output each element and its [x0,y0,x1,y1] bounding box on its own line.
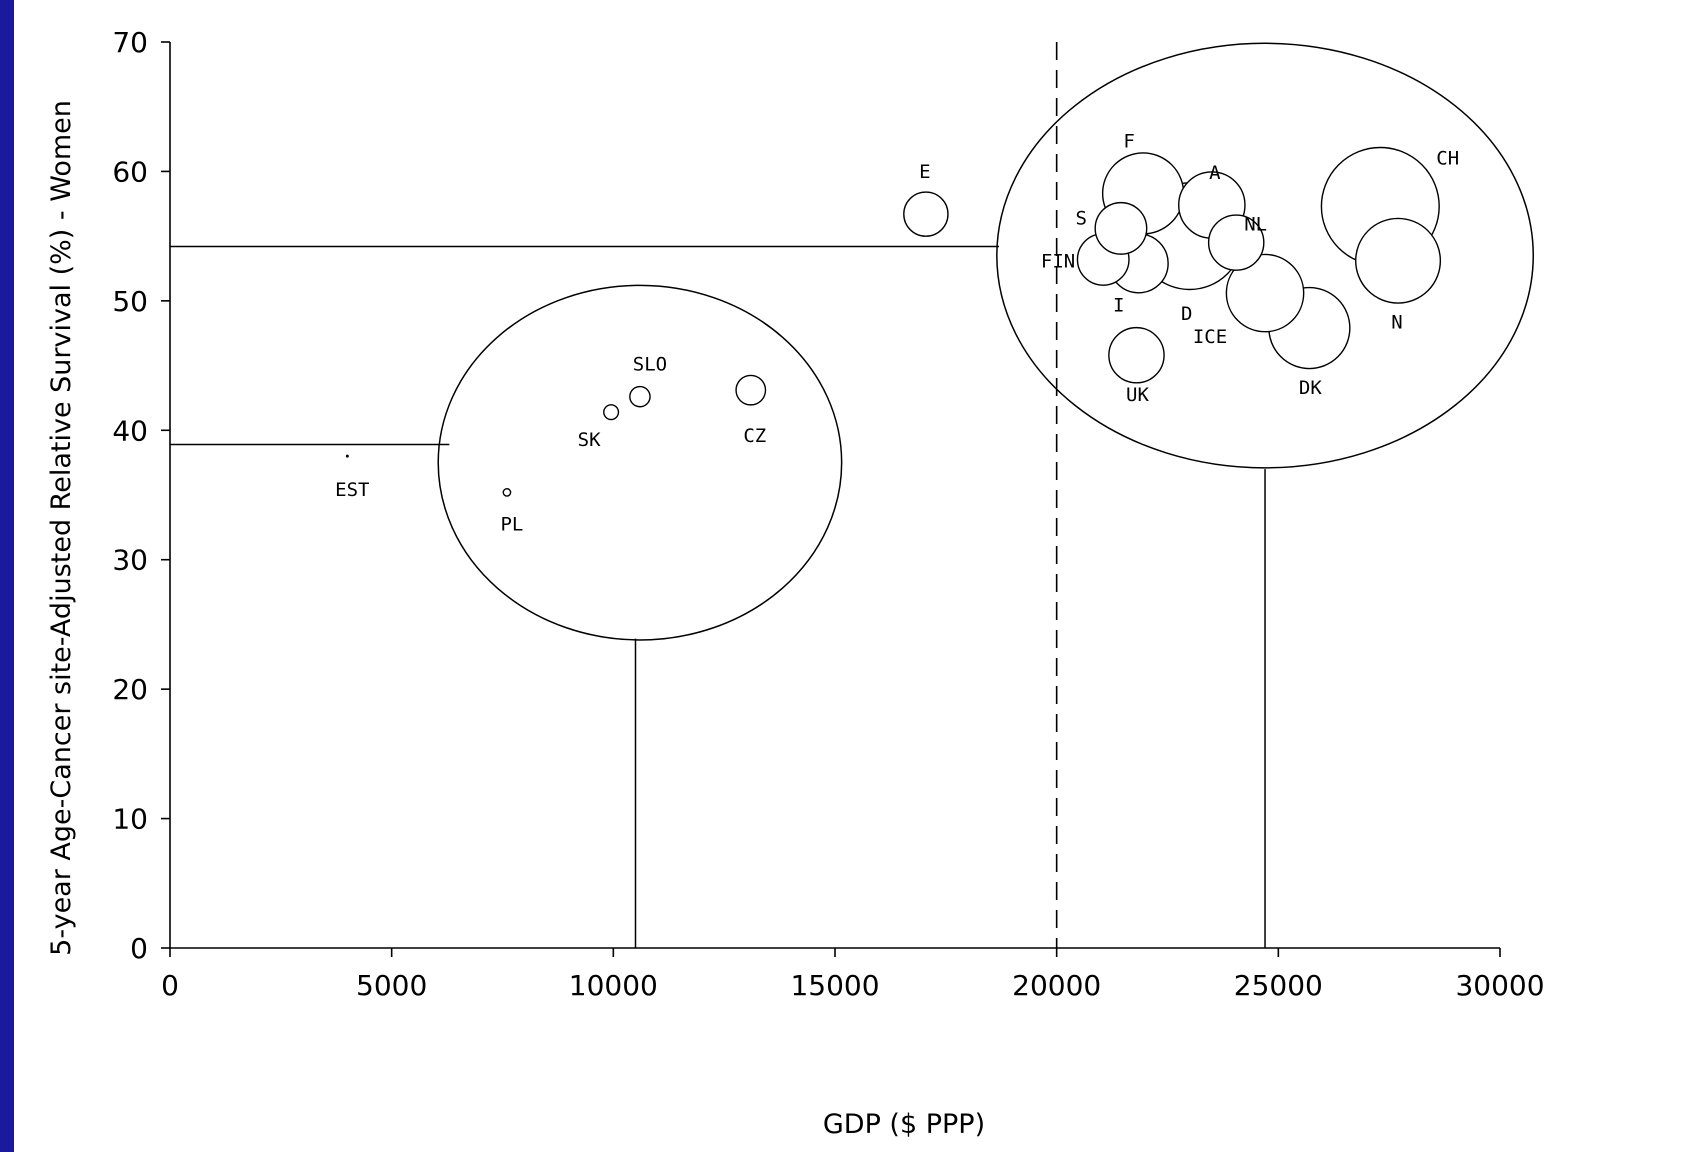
y-tick-label: 0 [130,932,148,965]
chart-frame: 0 5000 10000 15000 20000 25000 30000 0 10 20 30 40… [14,0,1683,1152]
x-tick-label: 25000 [1234,969,1323,1002]
y-tick-label: 10 [112,803,148,836]
point-label-est: EST [335,479,369,501]
group-ellipses [437,42,1534,641]
point-label-dk: DK [1299,377,1322,399]
group-ellipse-lower-income [437,284,843,641]
bubble-chart: 0 5000 10000 15000 20000 25000 30000 0 10 20 30 40… [46,26,1545,1140]
point-label-uk: UK [1126,384,1149,406]
y-tick-label: 30 [112,544,148,577]
bubble-pl [502,488,512,497]
bubble-est [345,454,349,458]
point-label-pl: PL [500,513,523,535]
y-tick-label: 60 [112,155,148,188]
bubble-slo [629,385,651,408]
group-ellipse-higher-income [996,42,1534,469]
y-tick-label: 50 [112,285,148,318]
bubble-nl [1207,214,1265,271]
bubbles [345,146,1442,497]
point-label-cz: CZ [743,425,766,447]
point-label-nl: NL [1244,214,1267,236]
bubble-cz [735,374,767,406]
bubble-ice [1225,253,1305,333]
point-label-i: I [1113,294,1124,316]
x-axis-title: GDP ($ PPP) [823,1109,985,1140]
y-tick-label: 70 [112,26,148,59]
x-tick-label: 30000 [1455,969,1544,1002]
axes [169,42,1500,949]
point-label-ch: CH [1436,147,1459,169]
x-tick-label: 10000 [569,969,658,1002]
bubble-uk [1108,326,1165,384]
point-label-s: S [1075,207,1086,229]
x-tick-label: 20000 [1012,969,1101,1002]
point-label-fin: FIN [1041,250,1075,272]
point-label-a: A [1209,162,1221,184]
y-tick-label: 40 [112,414,148,447]
point-label-ice: ICE [1193,326,1227,348]
y-axis-title: 5-year Age-Cancer site-Adjusted Relative… [46,100,77,956]
point-label-slo: SLO [633,354,667,376]
point-label-sk: SK [578,429,601,451]
x-tick-label: 15000 [790,969,879,1002]
point-label-d: D [1181,303,1192,325]
x-tick-label: 5000 [356,969,427,1002]
y-tick-label: 20 [112,673,148,706]
bubble-sk [603,404,620,421]
y-ticks: 0 10 20 30 40 50 60 70 [112,26,170,965]
point-label-n: N [1391,312,1402,334]
bubble-s [1094,201,1148,255]
point-label-e: E [919,161,930,183]
x-tick-label: 0 [161,969,179,1002]
x-ticks: 0 5000 10000 15000 20000 25000 30000 [161,948,1545,1002]
bubble-n [1355,217,1442,304]
point-label-f: F [1123,130,1134,152]
reference-lines [170,42,1266,948]
bubble-e [903,191,949,237]
